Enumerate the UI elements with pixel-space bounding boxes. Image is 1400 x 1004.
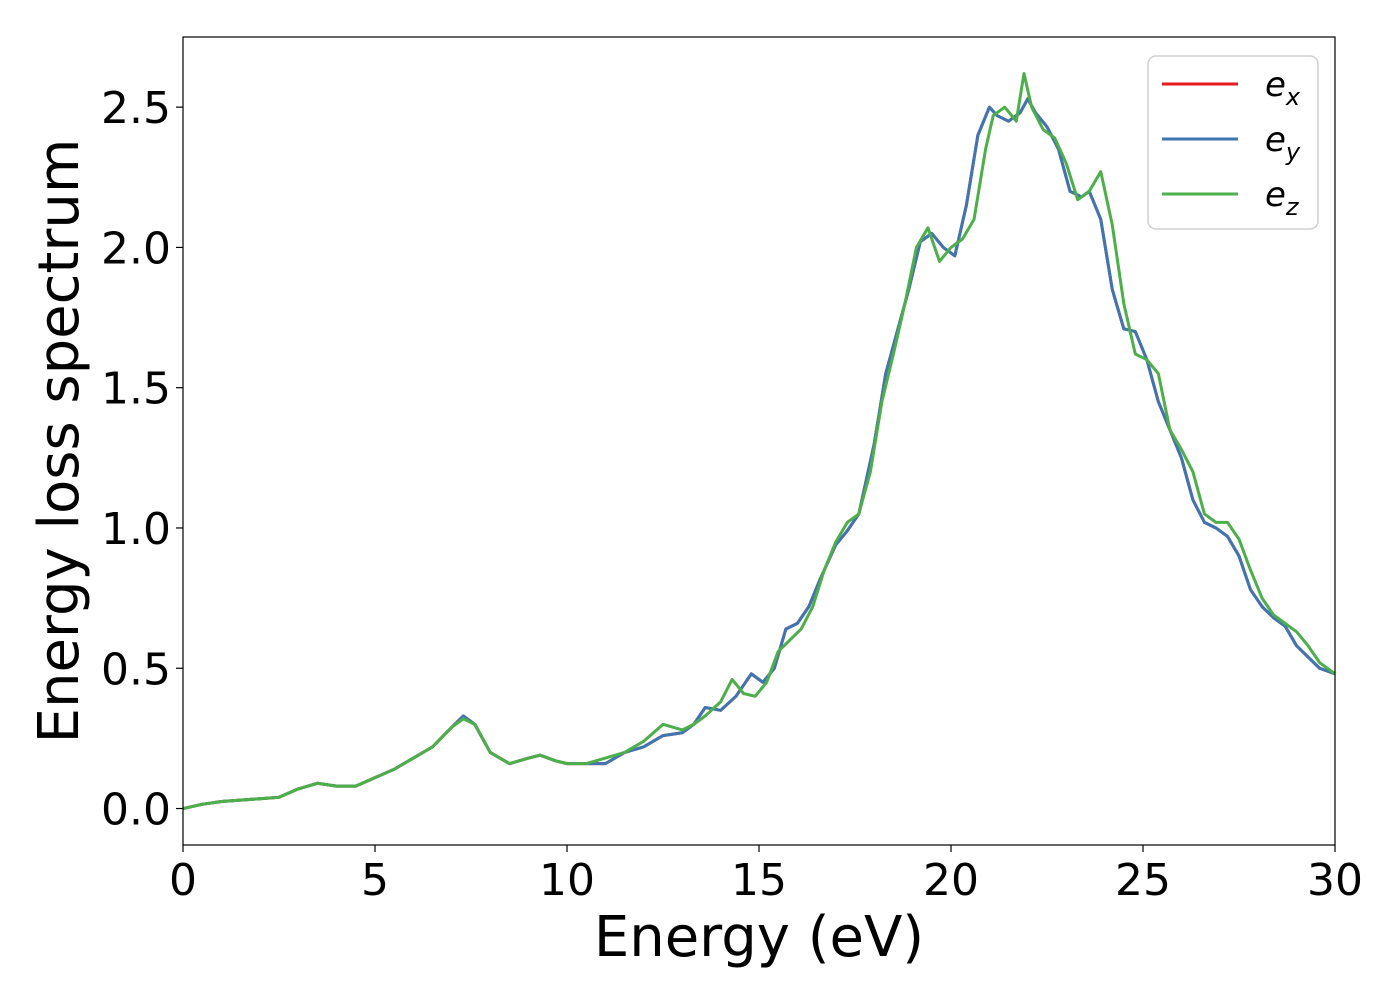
- x-tick-label: 5: [361, 855, 389, 906]
- y-tick-label: 2.5: [101, 83, 171, 134]
- y-axis-ticks: 0.0 0.5 1.0 1.5 2.0 2.5: [101, 83, 183, 836]
- x-axis-title: Energy (eV): [594, 905, 924, 970]
- legend-label-z: ez: [1265, 175, 1300, 221]
- y-tick-label: 1.0: [101, 504, 171, 555]
- x-tick-label: 0: [169, 855, 197, 906]
- y-tick-label: 0.5: [101, 644, 171, 695]
- legend-label-base: e: [1265, 65, 1286, 105]
- y-axis-title: Energy loss spectrum: [27, 139, 92, 744]
- x-axis-ticks: 0 5 10 15 20 25 30: [169, 845, 1363, 906]
- legend-label-x: ex: [1265, 65, 1301, 111]
- legend-label-base: e: [1265, 120, 1286, 160]
- legend-label-subscript: y: [1285, 138, 1301, 166]
- x-tick-label: 30: [1307, 855, 1363, 906]
- x-tick-label: 25: [1115, 855, 1171, 906]
- x-tick-label: 20: [923, 855, 979, 906]
- legend-box: [1147, 55, 1319, 230]
- y-tick-label: 2.0: [101, 223, 171, 274]
- y-tick-label: 1.5: [101, 364, 171, 415]
- x-tick-label: 15: [731, 855, 787, 906]
- series-layer: [182, 71, 1336, 810]
- legend-label-base: e: [1265, 175, 1286, 215]
- series-line-z: [182, 71, 1336, 810]
- legend-label-subscript: x: [1285, 83, 1301, 111]
- x-tick-label: 10: [539, 855, 595, 906]
- legend-label-subscript: z: [1285, 193, 1300, 221]
- legend-label-y: ey: [1265, 120, 1301, 166]
- y-tick-label: 0.0: [101, 785, 171, 836]
